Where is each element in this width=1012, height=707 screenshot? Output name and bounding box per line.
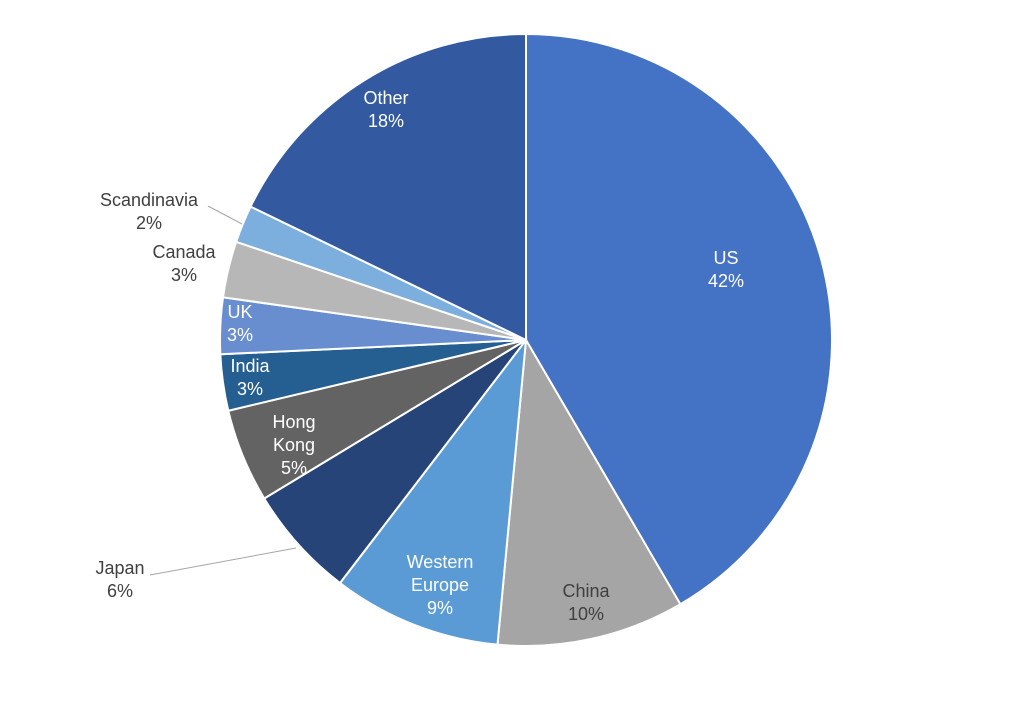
data-label-western-europe: Western Europe 9% [407,552,474,618]
pie-slice-western-europe [338,336,528,646]
data-label-uk: UK 3% [227,302,253,345]
data-label-india: India 3% [230,356,270,399]
pie-slice-other [249,32,527,342]
pie-slices [218,32,834,647]
data-label-japan: Japan 6% [95,558,144,601]
pie-slice-us [525,32,834,606]
data-label-scandinavia: Scandinavia 2% [100,190,199,233]
leader-line-scandinavia [207,205,243,225]
data-label-hong-kong: Hong Kong 5% [272,412,315,478]
pie-slice-china [496,336,682,647]
data-label-us: US 42% [708,248,744,291]
data-label-china: China 10% [562,581,610,624]
pie-labels: US 42% China 10% Western Europe 9% Japan 6% Hong K… [95,88,744,624]
data-label-canada: Canada 3% [152,242,216,285]
data-label-other: Other 18% [363,88,408,131]
leader-line-japan [149,547,297,576]
